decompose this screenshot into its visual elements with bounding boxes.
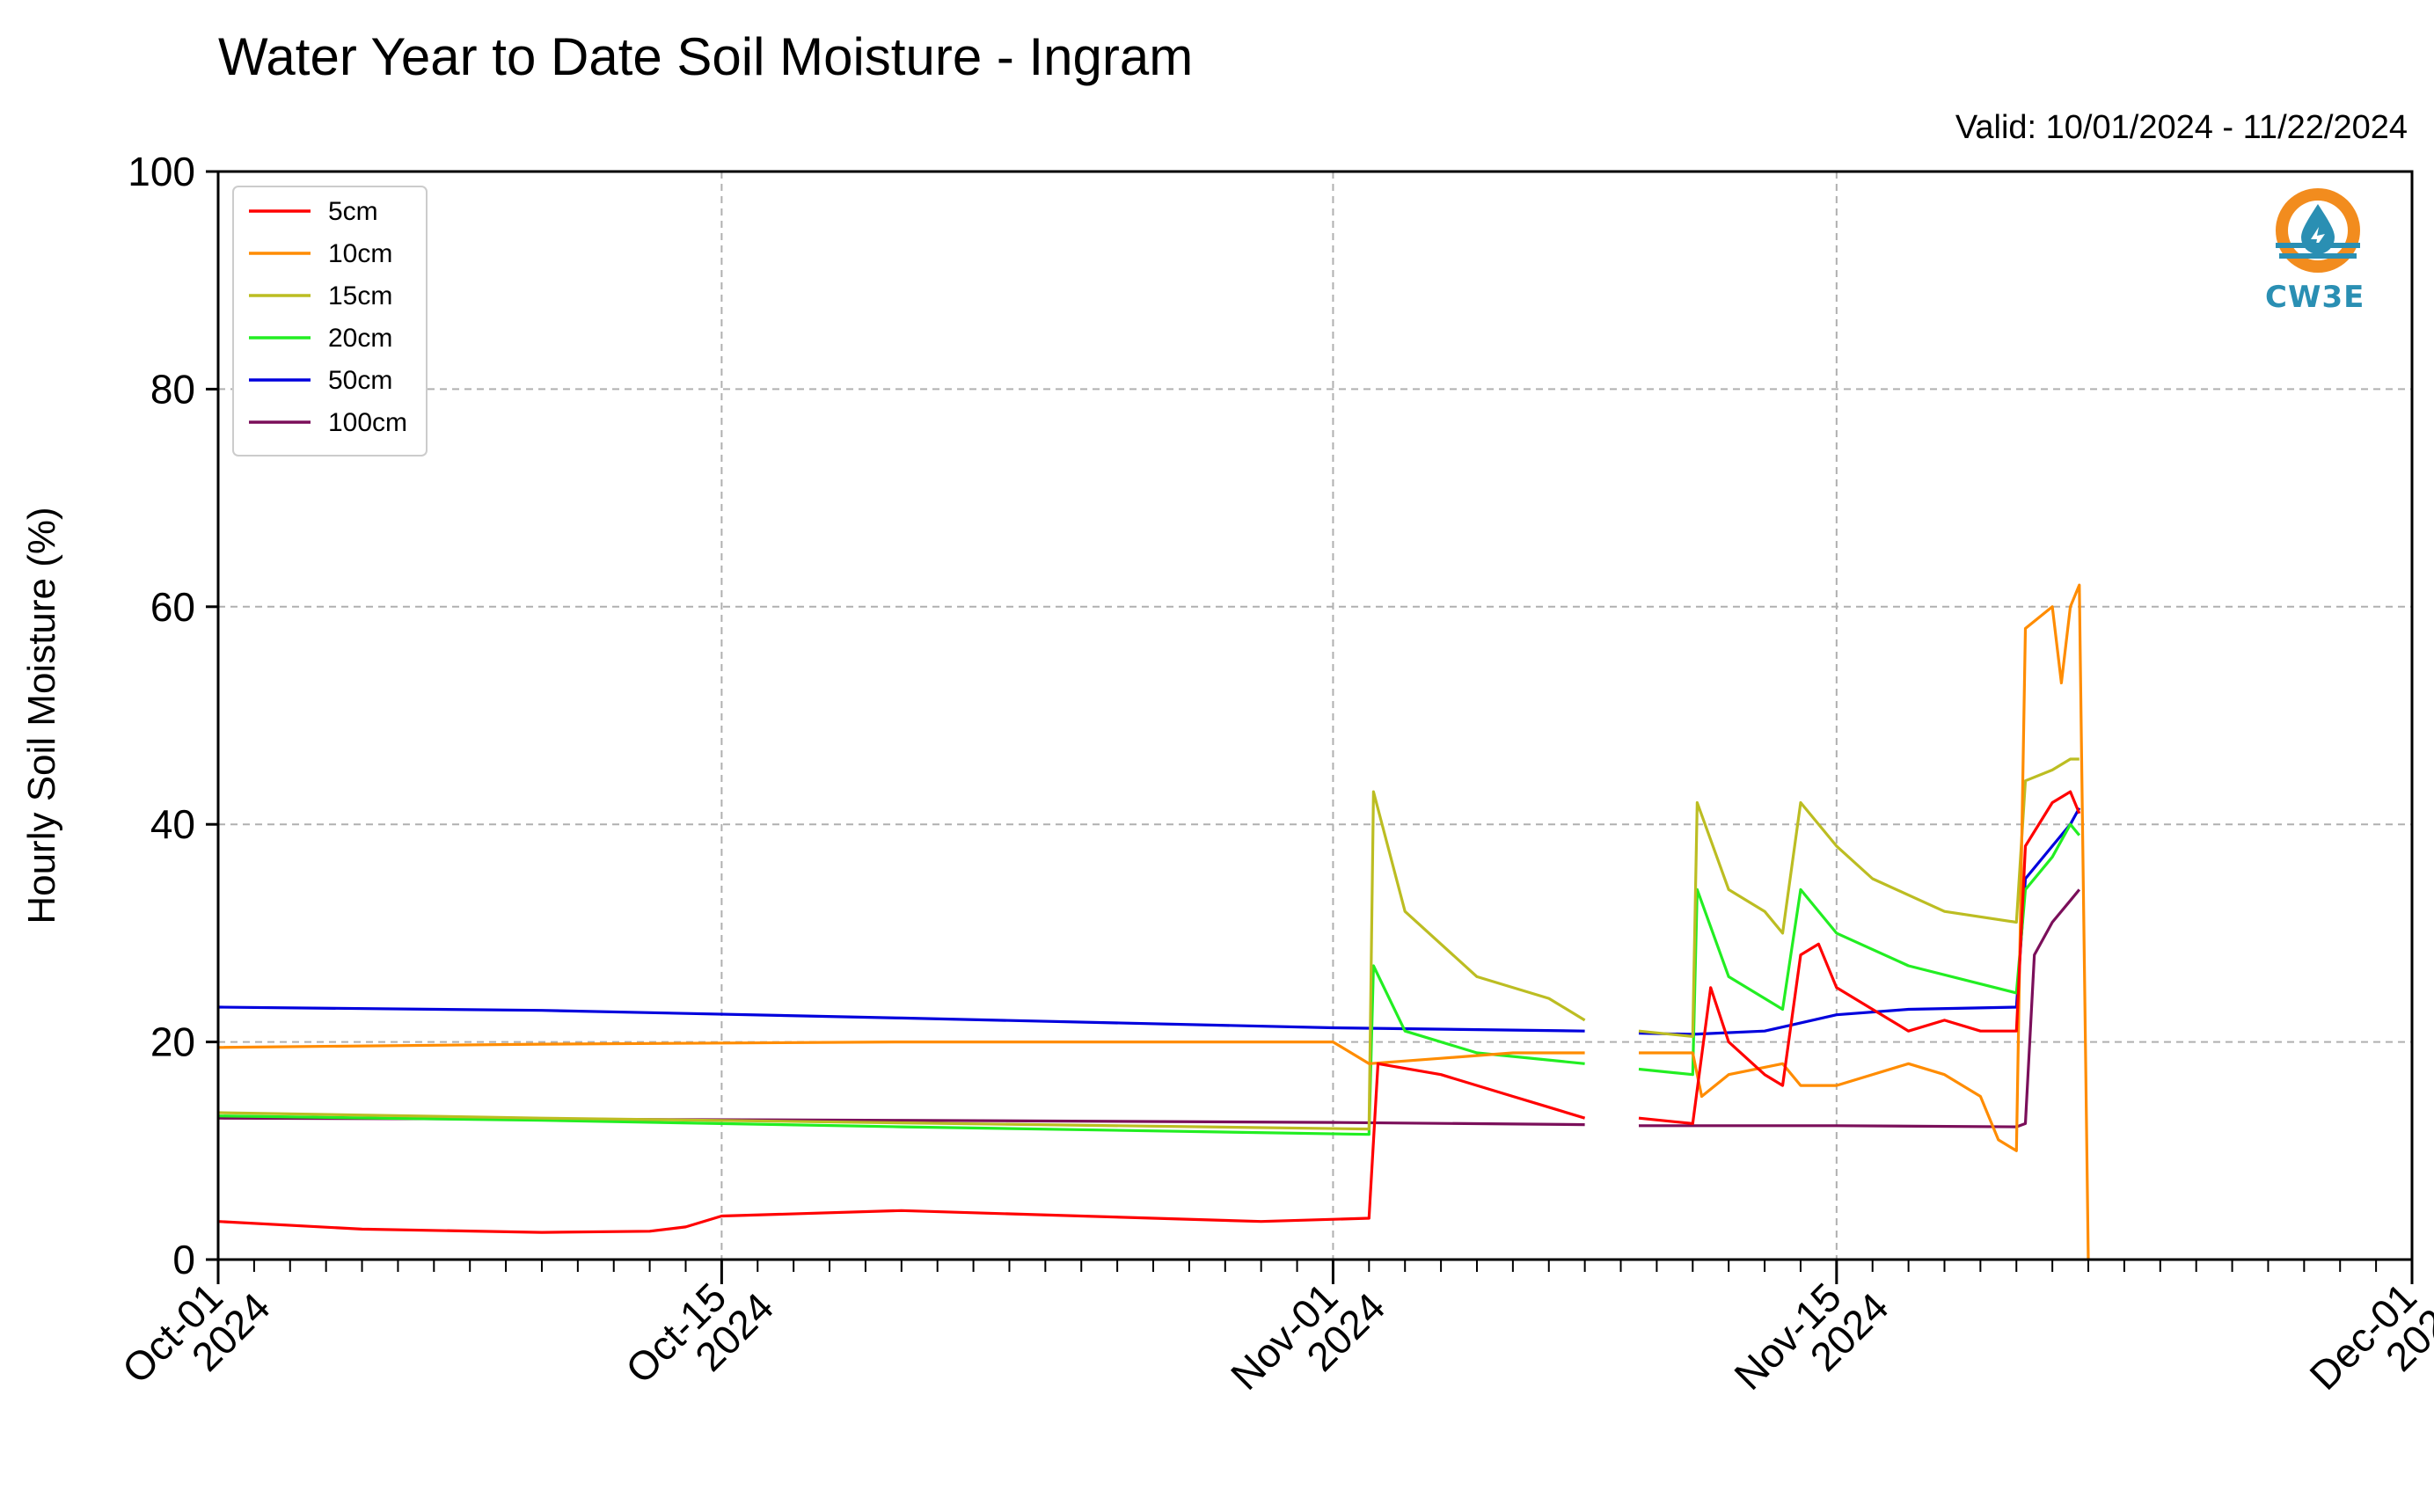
chart-title: Water Year to Date Soil Moisture - Ingra…	[218, 27, 1194, 86]
legend-entry: 50cm	[328, 366, 392, 395]
y-tick-label: 0	[172, 1237, 195, 1282]
series-line-20cm	[217, 822, 2081, 1136]
grid-lines	[217, 171, 2413, 1260]
series-line-5cm	[217, 790, 2081, 1234]
series-line-10cm	[217, 583, 2090, 1260]
legend-entry: 10cm	[328, 239, 392, 268]
legend-entry: 100cm	[328, 408, 407, 437]
y-tick-label: 100	[128, 149, 195, 194]
legend-entry: 5cm	[328, 197, 378, 226]
series-line-15cm	[217, 757, 2079, 1131]
y-tick-label: 40	[150, 801, 195, 847]
valid-range: Valid: 10/01/2024 - 11/22/2024	[1955, 109, 2408, 146]
y-axis-label: Hourly Soil Moisture (%)	[20, 507, 63, 924]
series-layer	[217, 583, 2090, 1260]
logo-text: CW3E	[2265, 280, 2365, 315]
legend-entry: 20cm	[328, 324, 392, 353]
legend: 5cm 10cm 15cm 20cm 50cm 100cm	[232, 186, 428, 457]
y-tick-label: 80	[150, 366, 195, 412]
legend-entry: 15cm	[328, 281, 392, 310]
water-drop-logo-icon	[2276, 188, 2360, 273]
y-axis-ticks: 0 20 40 60 80 100	[128, 149, 218, 1282]
plot-frame	[216, 170, 2414, 1261]
y-tick-label: 60	[150, 584, 195, 630]
series-line-100cm	[217, 888, 2081, 1129]
y-tick-label: 20	[150, 1019, 195, 1065]
series-line-50cm	[217, 807, 2081, 1036]
